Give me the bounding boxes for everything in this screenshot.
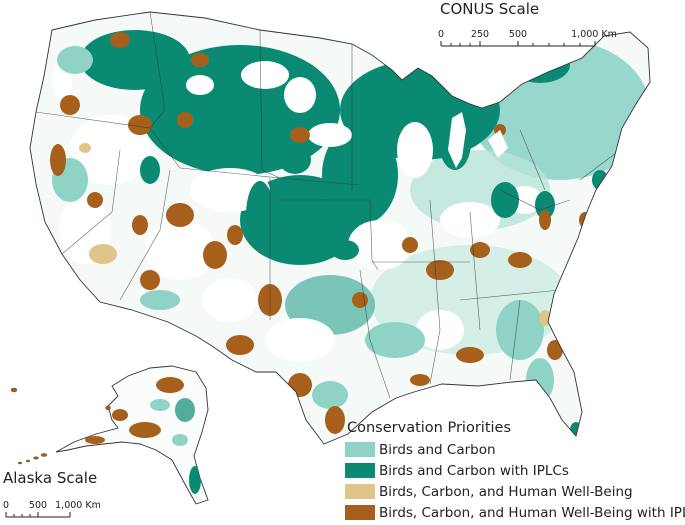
conus-scale-tick-500: 500 [509, 29, 527, 40]
alaska-scale-tick-500: 500 [29, 500, 47, 511]
alaska-scale-tick-1000: 1,000 Km [55, 500, 101, 511]
legend-label: Birds, Carbon, and Human Well-Being [379, 483, 633, 500]
legend-item-birds-carbon: Birds and Carbon [345, 439, 683, 460]
legend-swatch [345, 505, 375, 520]
legend-swatch [345, 463, 375, 478]
legend-item-birds-carbon-human-iplcs: Birds, Carbon, and Human Well-Being with… [345, 502, 685, 523]
legend-item-birds-carbon-iplcs: Birds and Carbon with IPLCs [345, 460, 683, 481]
legend-title: Conservation Priorities [347, 420, 512, 436]
conus-map [29, 11, 651, 445]
alaska-scale-bar: 0 500 1,000 Km [3, 500, 101, 518]
alaska-scale-tick-0: 0 [3, 500, 9, 511]
legend: Conservation Priorities Birds and Carbon… [345, 420, 685, 523]
conus-scale-tick-250: 250 [471, 29, 489, 40]
legend-swatch [345, 442, 375, 457]
conus-scale-title: CONUS Scale [440, 0, 540, 18]
conus-scale-tick-1000: 1,000 Km [571, 29, 617, 40]
legend-label: Birds and Carbon [379, 441, 496, 458]
conus-scale-tick-0: 0 [438, 29, 444, 40]
legend-label: Birds, Carbon, and Human Well-Being with… [379, 504, 685, 521]
alaska-map [10, 365, 209, 505]
alaska-scale-title: Alaska Scale [3, 469, 98, 487]
legend-item-birds-carbon-human: Birds, Carbon, and Human Well-Being [345, 481, 683, 502]
legend-swatch [345, 484, 375, 499]
legend-label: Birds and Carbon with IPLCs [379, 462, 569, 479]
conus-scale-bar: 0 250 500 1,000 Km [438, 29, 617, 47]
